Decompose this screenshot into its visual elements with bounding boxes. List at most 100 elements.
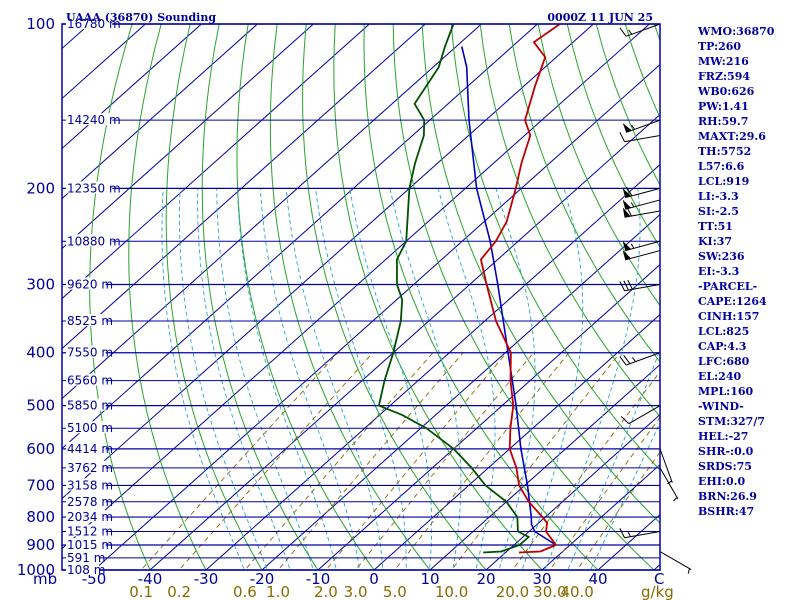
wind-barb-staff	[659, 551, 692, 570]
wind-barb	[619, 23, 661, 37]
wind-barb-staff	[659, 467, 679, 500]
isotherm-line	[261, 213, 660, 570]
index-entry: STM:327/7	[698, 415, 765, 428]
mixing-ratio-line	[244, 352, 434, 570]
wind-barb-feather	[623, 354, 631, 364]
mixing-ratio-tick-label: 5.0	[383, 583, 407, 600]
wind-barb-feather	[626, 186, 633, 197]
wind-barb-feather	[623, 280, 629, 291]
moist-adiabat-line	[161, 188, 245, 570]
isotherm-line	[62, 24, 539, 450]
height-label: 591 m	[67, 551, 105, 565]
mixing-ratio-tick-label: 10.0	[435, 583, 468, 600]
pressure-tick-label: 500	[26, 397, 55, 415]
wind-barb-staff	[624, 210, 661, 218]
mixing-ratio-line	[277, 352, 464, 570]
dry-adiabat-line	[479, 24, 660, 418]
moist-adiabat-line	[437, 188, 496, 570]
index-entry: TH:5752	[698, 145, 751, 158]
height-label-bg	[66, 441, 106, 454]
wind-barb-half-feather	[687, 568, 690, 574]
wind-barb-feather	[627, 279, 633, 290]
isotherm-line	[485, 413, 660, 570]
mixing-ratio-line	[511, 371, 660, 570]
height-label-bg	[66, 345, 106, 358]
wind-barb-half-feather	[667, 480, 672, 485]
dry-adiabat-line	[302, 24, 487, 570]
moist-adiabat-line	[259, 188, 360, 570]
temperature-line	[479, 24, 561, 554]
height-label: 108 m	[67, 563, 105, 577]
index-entry: SI:-2.5	[698, 205, 739, 218]
moist-adiabat-line	[521, 188, 584, 570]
wind-barb	[659, 551, 692, 574]
mixing-ratio-line	[576, 451, 660, 570]
temperature-tick-label: 10	[420, 570, 439, 588]
temperature-tick-label: 30	[532, 570, 551, 588]
pressure-tick-label: 800	[26, 508, 55, 526]
moist-adiabat-line	[544, 188, 641, 570]
mixing-ratio-unit-label: g/kg	[641, 583, 674, 600]
height-label-bg	[66, 398, 106, 411]
pressure-tick-label: 200	[26, 179, 55, 197]
temperature-tick-label: -20	[250, 570, 275, 588]
mixing-ratio-line	[549, 416, 660, 570]
mixing-ratio-line	[140, 352, 339, 570]
height-label-bg	[66, 373, 106, 386]
wind-barb-half-feather	[627, 531, 631, 537]
height-label: 8525 m	[67, 314, 113, 328]
pressure-tick-label: 400	[26, 344, 55, 362]
height-label: 5850 m	[67, 399, 113, 413]
dry-adiabat-line	[201, 24, 319, 570]
pressure-tick-label: 100	[26, 15, 55, 33]
mixing-ratio-tick-label: 0.6	[233, 583, 257, 600]
wind-barb-flag	[622, 207, 631, 218]
index-entry: MPL:160	[698, 385, 754, 398]
moist-adiabat-line	[197, 188, 291, 570]
index-entry: PW:1.41	[698, 100, 749, 113]
temperature-tick-label: 0	[369, 570, 379, 588]
wind-barb	[622, 250, 661, 261]
wind-barb-half-feather	[673, 496, 678, 502]
height-label: 10880 m	[67, 234, 121, 248]
wind-barb	[620, 405, 661, 425]
height-label-bg	[66, 524, 106, 537]
height-label: 9620 m	[67, 278, 113, 292]
wind-barb-staff	[624, 284, 661, 292]
moist-adiabat-line	[179, 188, 268, 570]
wind-barb	[619, 132, 661, 143]
index-entry: BRN:26.9	[698, 490, 757, 503]
parcel-line	[461, 46, 557, 546]
height-label-bg	[66, 181, 113, 194]
moist-adiabat-line	[495, 188, 536, 570]
wind-barb	[622, 206, 661, 218]
isobar-lines	[62, 23, 660, 571]
wind-barb-staff	[659, 448, 673, 483]
sounding-profiles	[377, 24, 561, 554]
dry-adiabat-line	[363, 24, 599, 570]
index-entry: SHR-:0.0	[698, 445, 754, 458]
pressure-unit-label: mb	[33, 570, 57, 588]
index-entry: MW:216	[698, 55, 749, 68]
height-label: 2034 m	[67, 510, 113, 524]
height-label: 6560 m	[67, 374, 113, 388]
temperature-tick-label: 20	[476, 570, 495, 588]
dry-adiabat-line	[450, 24, 660, 471]
dry-adiabat-line	[269, 24, 431, 570]
height-label-bg	[66, 510, 106, 523]
index-entry: -PARCEL-	[698, 280, 757, 293]
wind-barb-feather	[620, 416, 630, 425]
wind-barb	[659, 448, 673, 485]
index-entry: CAPE:1264	[698, 295, 767, 308]
moist-adiabat-line	[236, 188, 337, 570]
index-entry: EI:-3.3	[698, 265, 739, 278]
wind-barb	[622, 240, 661, 252]
isotherm-line	[93, 63, 660, 570]
wind-barb	[619, 279, 661, 292]
height-label-bg	[66, 494, 106, 507]
height-label-bg	[66, 538, 106, 551]
index-entry: LI:-3.3	[698, 190, 739, 203]
wind-barb-feather	[619, 27, 627, 37]
index-entry: KI:37	[698, 235, 732, 248]
